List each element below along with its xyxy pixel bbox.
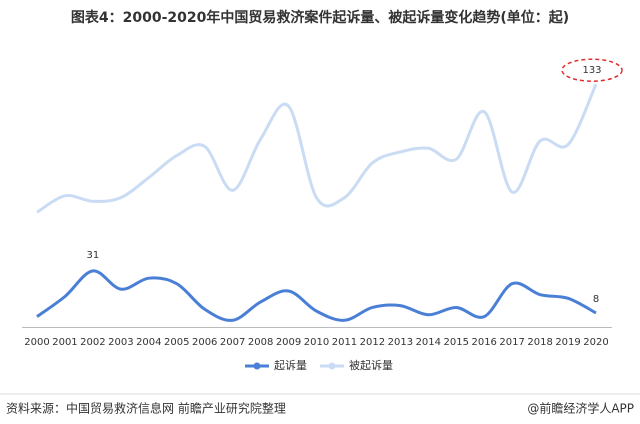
data-label: 31 (87, 250, 100, 261)
x-tick-label: 2005 (164, 337, 189, 348)
x-tick-label: 2001 (52, 337, 77, 348)
x-tick-label: 2015 (444, 337, 469, 348)
chart-title: 图表4：2000-2020年中国贸易救济案件起诉量、被起诉量变化趋势(单位：起) (71, 9, 569, 26)
x-tick-label: 2002 (80, 337, 105, 348)
x-tick-label: 2016 (471, 337, 496, 348)
x-tick-label: 2003 (108, 337, 133, 348)
series-line (36, 269, 597, 322)
x-tick-label: 2012 (360, 337, 385, 348)
x-tick-label: 2004 (136, 337, 161, 348)
data-label: 8 (593, 294, 599, 305)
source: 资料来源：中国贸易救济信息网 前瞻产业研究院整理 (6, 401, 286, 416)
legend-marker (328, 362, 336, 370)
series-line (36, 83, 598, 214)
legend-label: 被起诉量 (349, 359, 393, 372)
x-tick-label: 2006 (192, 337, 217, 348)
x-tick-label: 2020 (583, 337, 608, 348)
x-tick-label: 2013 (388, 337, 413, 348)
x-tick-label: 2008 (248, 337, 273, 348)
highlight-ring (561, 58, 623, 82)
legend-label: 起诉量 (274, 359, 307, 372)
x-tick-label: 2017 (499, 337, 524, 348)
x-tick-label: 2010 (304, 337, 329, 348)
x-tick-label: 2018 (527, 337, 552, 348)
legend-marker (253, 362, 261, 370)
x-tick-label: 2007 (220, 337, 245, 348)
data-label: 133 (582, 65, 601, 76)
x-tick-label: 2009 (276, 337, 301, 348)
brand: @前瞻经济学人APP (527, 401, 634, 416)
x-tick-label: 2014 (416, 337, 441, 348)
x-tick-label: 2000 (24, 337, 49, 348)
x-tick-label: 2019 (555, 337, 580, 348)
x-tick-label: 2011 (332, 337, 357, 348)
